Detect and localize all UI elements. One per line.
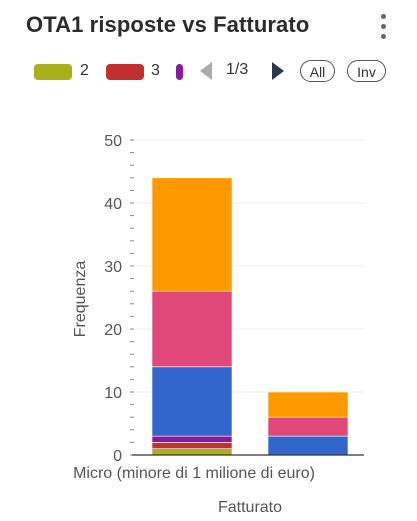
y-tick-label: 0: [113, 448, 122, 465]
legend: 2 3 1/3 All Inv: [0, 58, 417, 86]
y-tick-label: 50: [104, 133, 122, 150]
legend-swatch-2[interactable]: [34, 64, 72, 80]
bar-segment[interactable]: [151, 177, 233, 292]
vertical-dots-icon[interactable]: [377, 12, 391, 42]
bar-segment[interactable]: [267, 416, 349, 437]
bar-segment[interactable]: [151, 435, 233, 443]
y-axis-label: Frequenza: [72, 261, 89, 338]
x-axis-label: Fatturato: [218, 499, 282, 516]
legend-swatch-purple[interactable]: [176, 64, 183, 80]
y-tick-label: 40: [104, 196, 122, 213]
legend-pager-text: 1/3: [226, 61, 249, 78]
minor-ticks: [130, 139, 134, 456]
triangle-right-icon[interactable]: [272, 62, 284, 80]
legend-label-3[interactable]: 3: [151, 62, 160, 79]
chart-title: OTA1 risposte vs Fatturato: [26, 12, 310, 37]
y-tick-label: 10: [104, 385, 122, 402]
bars: [151, 177, 349, 456]
bar-segment[interactable]: [151, 366, 233, 437]
bar-segment[interactable]: [151, 290, 233, 368]
bar-segment[interactable]: [151, 448, 233, 456]
x-category-label: Micro (minore di 1 milione di euro): [73, 465, 315, 482]
y-tick-label: 30: [104, 259, 122, 276]
legend-swatch-3[interactable]: [106, 64, 144, 80]
bar-segment[interactable]: [267, 391, 349, 418]
bar-segment[interactable]: [151, 442, 233, 449]
bar-segment[interactable]: [267, 435, 349, 456]
y-tick-label: 20: [104, 322, 122, 339]
y-tick-labels: 0 10 20 30 40 50: [104, 133, 122, 465]
triangle-left-icon[interactable]: [200, 62, 212, 80]
legend-inv-button[interactable]: Inv: [347, 60, 386, 82]
legend-all-button[interactable]: All: [300, 60, 335, 82]
legend-label-2[interactable]: 2: [80, 62, 89, 79]
